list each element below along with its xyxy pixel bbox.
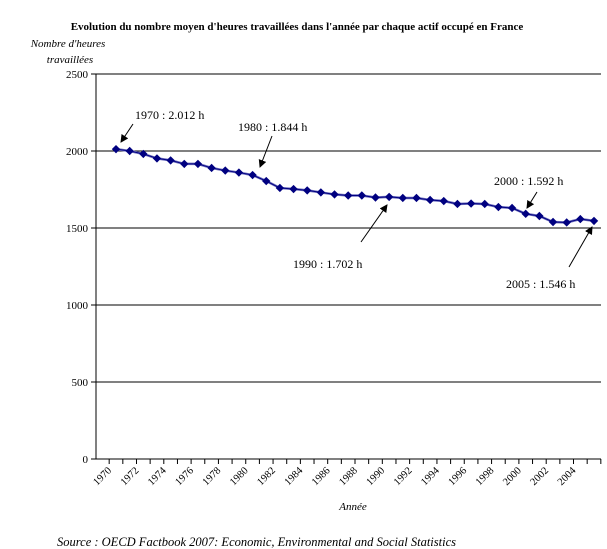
data-point [111,144,121,154]
data-point [275,183,285,193]
data-point [180,159,189,169]
data-point [384,192,394,202]
annotation-arrow [526,191,538,209]
x-tick-label: 2000 [501,465,524,488]
annotation-arrow [120,123,134,143]
chart-title: Evolution du nombre moyen d'heures trava… [71,21,524,33]
x-tick-label: 1976 [173,465,196,488]
data-point [507,203,517,213]
gridlines [96,73,601,383]
annotations: 1970 : 2.012 h 1980 : 1.844 h 1990 : 1.702… [120,108,593,291]
data-point [125,146,134,156]
x-tick-label: 1996 [447,465,470,488]
data-series [111,144,599,227]
x-tick-label: 1992 [392,465,415,488]
annotation-arrow [568,226,593,268]
annotation-label: 2005 : 1.546 h [506,277,575,291]
data-point [357,191,367,200]
data-point [453,199,462,209]
x-tick-label: 1982 [255,465,278,488]
data-point [166,156,175,165]
data-point [535,211,544,221]
x-tick-label: 1980 [228,465,251,488]
data-point [262,176,271,186]
x-tick-label: 1978 [201,465,224,488]
x-tick-label: 1990 [365,465,388,488]
x-tick-label: 2004 [556,465,579,488]
y-axis-label-line2: travaillées [47,54,93,66]
data-point [248,170,257,180]
x-tick-label: 1970 [91,465,114,488]
data-point [398,193,407,203]
data-point [466,199,476,208]
x-tick-label: 1984 [283,465,306,488]
data-point [480,199,489,209]
annotation-label: 1990 : 1.702 h [293,257,362,271]
data-point [589,216,599,226]
y-tick-label: 1500 [66,223,89,235]
data-point [221,166,230,175]
data-point [139,149,148,159]
data-point [371,193,380,202]
y-tick-label: 2500 [66,69,89,81]
annotation-arrow [258,135,273,168]
axes [91,73,602,464]
x-tick-label: 1986 [310,465,333,488]
data-point [412,193,421,203]
data-point [193,159,203,169]
data-point [576,214,585,224]
x-tick-label: 1994 [419,465,442,488]
x-tick-label: 1974 [146,465,169,488]
data-point [289,184,298,194]
data-point [425,195,435,205]
x-tick-label: 1972 [119,465,142,488]
data-point [330,190,339,199]
y-tick-label: 500 [72,377,89,389]
annotation-label: 2000 : 1.592 h [494,174,563,188]
x-tick-labels: 1970 1972 1974 1976 1978 1980 1982 1984 1986 1988… [91,465,579,488]
x-tick-label: 1998 [474,465,497,488]
data-point [548,217,558,227]
data-point [494,202,503,212]
data-point [152,154,162,163]
x-axis-label: Année [338,501,367,513]
y-tick-labels: 0 500 1000 1500 2000 2500 [66,69,89,466]
x-tick-label: 2002 [529,465,552,488]
data-point [316,188,326,197]
data-point [303,186,312,195]
annotation-label: 1970 : 2.012 h [135,108,204,122]
source-note: Source : OECD Factbook 2007: Economic, E… [57,535,456,549]
annotation-arrow [360,204,388,243]
data-point [521,209,530,219]
y-axis-label-line1: Nombre d'heures [30,38,106,50]
data-point [234,168,244,177]
data-point [439,196,448,206]
data-point [343,191,353,200]
data-point [207,163,216,173]
y-tick-label: 1000 [66,300,89,312]
y-tick-label: 0 [83,454,89,466]
annotation-label: 1980 : 1.844 h [238,120,307,134]
data-point [562,218,571,227]
y-tick-label: 2000 [66,146,89,158]
x-tick-label: 1988 [337,465,360,488]
